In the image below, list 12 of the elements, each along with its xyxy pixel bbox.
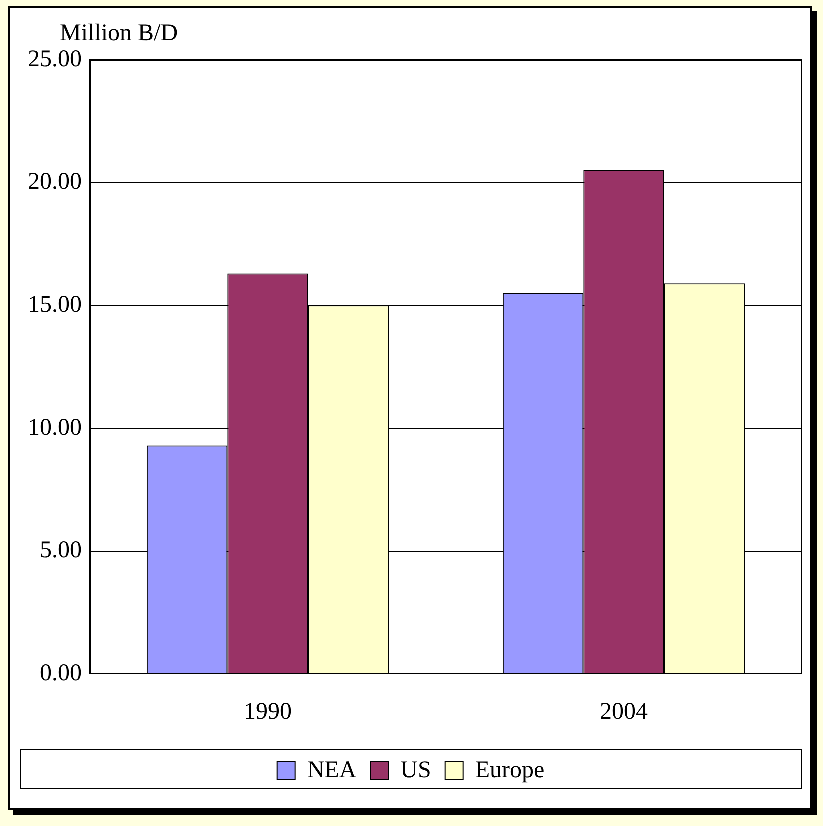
y-tick-label: 15.00: [28, 292, 82, 318]
y-tick-label: 10.00: [28, 414, 82, 441]
y-tick-label: 0.00: [40, 660, 82, 686]
legend-label: Europe: [475, 757, 545, 784]
legend-label: NEA: [307, 757, 358, 784]
x-tick-label: 2004: [600, 698, 648, 725]
y-axis-title: Million B/D: [60, 20, 178, 46]
y-tick-label: 5.00: [40, 538, 82, 564]
x-tick-label: 1990: [244, 698, 292, 725]
legend-label: US: [400, 757, 432, 784]
y-tick-label: 25.00: [28, 46, 82, 72]
y-tick-label: 20.00: [28, 169, 82, 196]
